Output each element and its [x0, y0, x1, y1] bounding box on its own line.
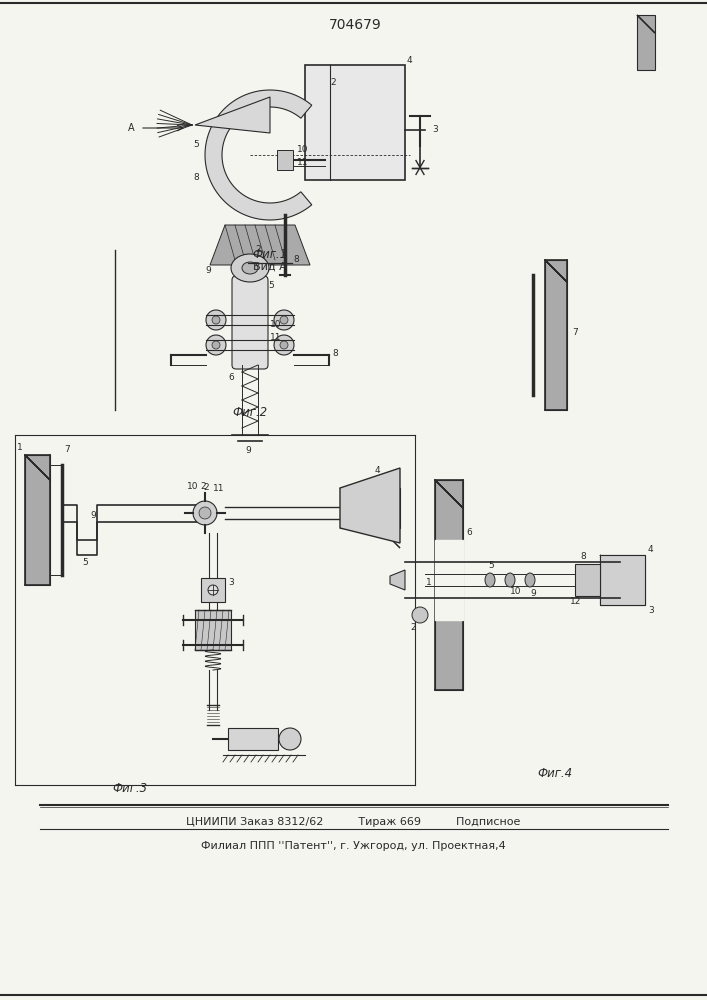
Text: ЦНИИПИ Заказ 8312/62          Тираж 669          Подписное: ЦНИИПИ Заказ 8312/62 Тираж 669 Подписное — [186, 817, 520, 827]
Text: 1: 1 — [426, 578, 432, 587]
Text: 3: 3 — [648, 606, 654, 615]
Text: 8: 8 — [193, 173, 199, 182]
Circle shape — [279, 728, 301, 750]
Text: 10: 10 — [510, 587, 522, 596]
Text: 2: 2 — [203, 483, 209, 492]
Circle shape — [193, 501, 217, 525]
Text: 10: 10 — [297, 145, 308, 154]
Bar — [305, 65, 405, 180]
Circle shape — [199, 507, 211, 519]
Text: 6: 6 — [228, 373, 234, 382]
Text: 11: 11 — [270, 333, 281, 342]
Text: 5: 5 — [193, 140, 199, 149]
Circle shape — [280, 316, 288, 324]
Text: 9: 9 — [205, 266, 211, 275]
Polygon shape — [195, 97, 270, 133]
Polygon shape — [340, 468, 400, 543]
Polygon shape — [390, 570, 405, 590]
Text: 7: 7 — [64, 445, 70, 454]
Bar — [340, 488, 400, 528]
Polygon shape — [205, 90, 312, 220]
Text: 2: 2 — [330, 78, 336, 87]
Circle shape — [212, 316, 220, 324]
Text: Фиг.3: Фиг.3 — [112, 782, 148, 795]
Text: 2: 2 — [200, 482, 206, 491]
Text: 3: 3 — [228, 578, 234, 587]
Bar — [25, 455, 50, 585]
Polygon shape — [210, 225, 310, 265]
Ellipse shape — [242, 262, 258, 274]
Text: 12: 12 — [570, 597, 581, 606]
FancyBboxPatch shape — [232, 276, 268, 369]
Text: 11: 11 — [213, 484, 225, 493]
Bar — [575, 564, 600, 596]
Circle shape — [206, 335, 226, 355]
Text: 5: 5 — [82, 558, 88, 567]
Text: 8: 8 — [580, 552, 586, 561]
Text: Фиг.2: Фиг.2 — [233, 406, 267, 419]
Text: 10: 10 — [270, 320, 281, 329]
Text: 6: 6 — [466, 528, 472, 537]
Bar — [228, 728, 278, 750]
Text: 5: 5 — [488, 561, 493, 570]
Circle shape — [412, 607, 428, 623]
Text: A: A — [129, 123, 135, 133]
Text: Филиал ППП ''Патент'', г. Ужгород, ул. Проектная,4: Филиал ППП ''Патент'', г. Ужгород, ул. П… — [201, 841, 506, 851]
Text: 704679: 704679 — [329, 18, 381, 32]
Text: 10: 10 — [187, 482, 199, 491]
Text: 2: 2 — [255, 245, 261, 254]
Bar — [201, 578, 225, 602]
Text: 8: 8 — [293, 255, 299, 264]
Text: 11: 11 — [297, 158, 308, 167]
Text: 9: 9 — [245, 446, 251, 455]
Text: Вид А: Вид А — [253, 262, 287, 272]
Text: Фиг.1: Фиг.1 — [252, 248, 288, 261]
Circle shape — [206, 310, 226, 330]
Polygon shape — [435, 540, 463, 620]
Text: 9: 9 — [530, 589, 536, 598]
Bar — [195, 610, 231, 650]
Ellipse shape — [525, 573, 535, 587]
Circle shape — [274, 335, 294, 355]
Text: 9: 9 — [90, 511, 95, 520]
Text: Фиг.4: Фиг.4 — [537, 767, 573, 780]
Text: 5: 5 — [268, 281, 274, 290]
Bar — [600, 555, 645, 605]
Text: 8: 8 — [332, 349, 338, 358]
Ellipse shape — [231, 254, 269, 282]
Bar — [277, 150, 293, 170]
Text: 2: 2 — [410, 623, 416, 632]
Bar — [545, 260, 567, 410]
Text: 1: 1 — [17, 443, 23, 452]
Bar — [435, 480, 463, 690]
Circle shape — [280, 341, 288, 349]
Text: 4: 4 — [375, 466, 380, 475]
Bar — [637, 15, 655, 70]
Text: 4: 4 — [648, 545, 654, 554]
Ellipse shape — [505, 573, 515, 587]
Ellipse shape — [485, 573, 495, 587]
Circle shape — [208, 585, 218, 595]
Bar — [600, 555, 645, 605]
Text: 4: 4 — [407, 56, 413, 65]
Circle shape — [274, 310, 294, 330]
Text: 7: 7 — [572, 328, 578, 337]
Circle shape — [212, 341, 220, 349]
Text: 3: 3 — [432, 125, 438, 134]
